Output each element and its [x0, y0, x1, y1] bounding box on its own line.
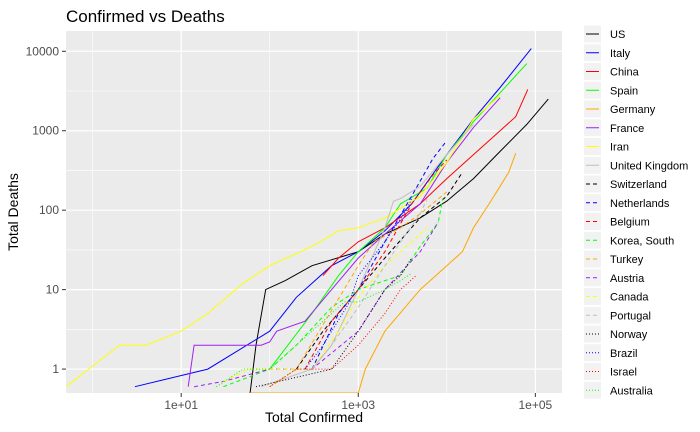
- plot-panel: [66, 31, 562, 393]
- series-line-austria: [194, 222, 439, 388]
- legend-label: Turkey: [610, 254, 644, 266]
- series-line-netherlands: [311, 140, 448, 370]
- series-line-portugal: [311, 198, 428, 370]
- series-line-italy: [134, 48, 532, 388]
- x-tick-label: 1e+05: [518, 398, 552, 412]
- legend-key-box: [584, 306, 601, 324]
- legend-label: Switzerland: [610, 179, 667, 191]
- chart-title: Confirmed vs Deaths: [66, 7, 225, 26]
- legend-key-box: [584, 175, 601, 193]
- y-tick-label: 1: [52, 362, 59, 376]
- legend-label: Australia: [610, 385, 654, 397]
- legend-label: US: [610, 29, 625, 41]
- legend-label: Israel: [610, 367, 637, 379]
- tick-labels: 1e+01 1e+03 1e+05 1 10 100 1000 10000: [26, 44, 553, 412]
- series-line-turkey: [269, 191, 448, 388]
- y-axis-title: Total Deaths: [5, 173, 21, 251]
- legend-label: United Kingdom: [610, 160, 688, 172]
- x-axis-title: Total Confirmed: [265, 409, 363, 425]
- legend-label: Germany: [610, 104, 656, 116]
- legend-label: China: [610, 67, 640, 79]
- series-line-spain: [269, 63, 528, 370]
- legend-key-box: [584, 194, 601, 212]
- legend-key-box: [584, 288, 601, 305]
- series-line-china: [322, 89, 529, 276]
- legend-label: Korea, South: [610, 235, 674, 247]
- x-tick-label: 1e+03: [341, 398, 375, 412]
- legend-label: Spain: [610, 85, 638, 97]
- y-tick-label: 1000: [32, 124, 59, 138]
- legend-key-box: [584, 213, 601, 230]
- legend: US Italy China Spain Germany France Iran United…: [584, 25, 688, 399]
- legend-label: Iran: [610, 142, 629, 154]
- legend-label: Netherlands: [610, 198, 670, 210]
- y-tick-label: 10000: [26, 44, 60, 58]
- legend-label: Austria: [610, 273, 645, 285]
- series-lines: [66, 48, 549, 393]
- legend-label: Belgium: [610, 217, 650, 229]
- series-line-switzerland: [295, 172, 463, 370]
- legend-key-box: [584, 269, 601, 287]
- legend-label: Norway: [610, 329, 648, 341]
- grid-lines: [66, 31, 562, 393]
- legend-label: France: [610, 123, 644, 135]
- legend-key-box: [584, 250, 601, 268]
- legend-key-box: [584, 231, 601, 249]
- axis-ticks: [62, 50, 536, 397]
- legend-label: Portugal: [610, 310, 651, 322]
- series-line-brazil: [304, 198, 413, 370]
- series-line-belgium: [304, 159, 448, 370]
- series-line-germany: [250, 153, 517, 393]
- x-tick-label: 1e+01: [164, 398, 198, 412]
- legend-label: Brazil: [610, 348, 638, 360]
- series-line-australia: [216, 272, 412, 388]
- series-line-korea-south: [223, 198, 444, 388]
- legend-label: Canada: [610, 292, 649, 304]
- legend-label: Italy: [610, 48, 631, 60]
- series-line-iran: [66, 94, 501, 388]
- y-tick-label: 10: [46, 283, 60, 297]
- y-tick-label: 100: [39, 203, 59, 217]
